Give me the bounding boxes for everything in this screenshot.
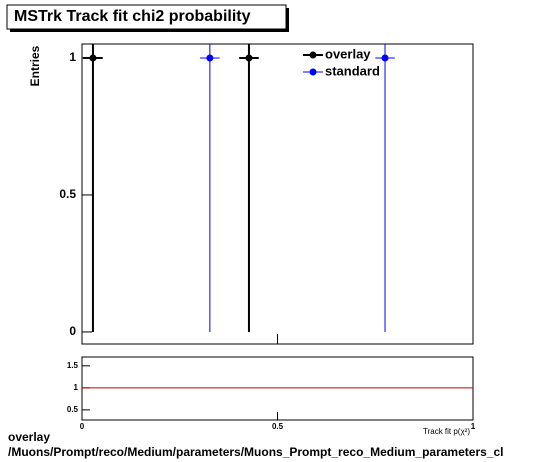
legend-label: standard bbox=[325, 63, 380, 78]
y-tick-label: 1 bbox=[69, 50, 76, 64]
y-tick-label: 0.5 bbox=[67, 405, 79, 414]
marker bbox=[206, 54, 214, 62]
x-tick-label: 0.5 bbox=[272, 422, 284, 431]
footer-line: overlay bbox=[8, 430, 50, 444]
chart-title: MSTrk Track fit chi2 probability bbox=[14, 8, 251, 25]
legend-marker bbox=[309, 68, 317, 76]
y-tick-label: 0.5 bbox=[59, 187, 76, 201]
ratio-frame bbox=[81, 356, 474, 421]
y-tick-label: 0 bbox=[69, 324, 76, 338]
y-tick-label: 1 bbox=[74, 383, 79, 392]
x-tick-label: 1 bbox=[471, 422, 476, 431]
marker bbox=[245, 54, 253, 62]
footer-line: /Muons/Prompt/reco/Medium/parameters/Muo… bbox=[8, 445, 503, 459]
y-axis-label: Entries bbox=[28, 45, 42, 86]
y-tick-label: 1.5 bbox=[67, 361, 79, 370]
legend-marker bbox=[309, 51, 317, 59]
marker bbox=[381, 54, 389, 62]
x-tick-label: 0 bbox=[80, 422, 85, 431]
legend-label: overlay bbox=[325, 46, 371, 61]
title-box bbox=[6, 4, 287, 30]
x-axis-label: Track fit p(χ²) bbox=[423, 427, 470, 436]
plot-frame bbox=[81, 43, 474, 345]
marker bbox=[89, 54, 97, 62]
